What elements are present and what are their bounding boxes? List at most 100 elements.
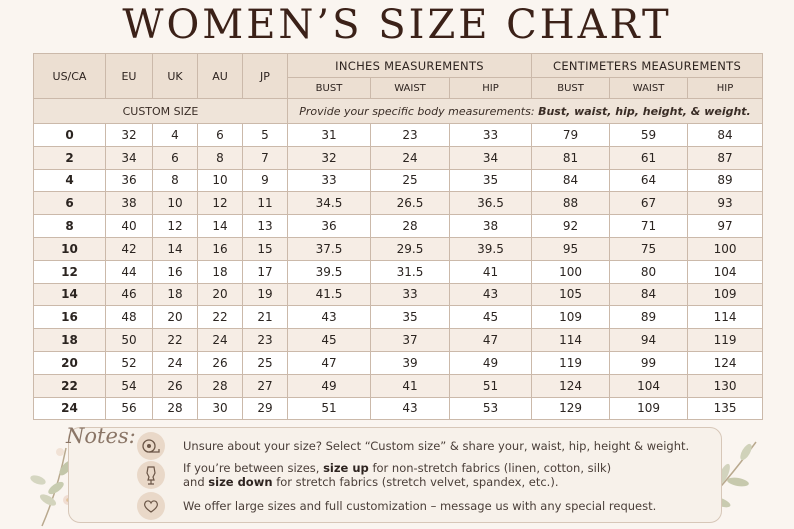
cell-uk: 4	[152, 123, 198, 147]
note-text-customization: We offer large sizes and full customizat…	[183, 499, 657, 513]
cell-cm-bust: 119	[531, 350, 611, 375]
cell-eu: 50	[105, 328, 153, 352]
cell-cm-waist: 94	[609, 328, 689, 352]
table-row: 6 38 10 12 11 34.5 26.5 36.5 88 67 93	[33, 191, 764, 216]
table-row: 18 50 22 24 23 45 37 47 114 94 119	[33, 328, 764, 352]
cell-uk: 8	[152, 168, 198, 193]
cell-in-bust: 31	[287, 123, 371, 147]
cell-in-bust: 49	[287, 373, 371, 398]
cell-cm-bust: 81	[531, 145, 611, 170]
cell-eu: 32	[105, 123, 153, 147]
header-jp: JP	[242, 53, 288, 99]
cell-in-hip: 36.5	[448, 191, 533, 216]
note-text-unsure: Unsure about your size? Select “Custom s…	[183, 439, 690, 453]
cell-cm-bust: 92	[531, 214, 611, 238]
cell-cm-bust: 105	[531, 282, 611, 307]
cell-au: 10	[197, 168, 243, 193]
cell-au: 24	[197, 328, 243, 352]
cell-cm-hip: 124	[687, 350, 764, 375]
cell-cm-waist: 75	[609, 236, 689, 261]
cell-eu: 38	[105, 191, 153, 216]
cell-in-hip: 38	[448, 214, 533, 238]
custom-size-row: CUSTOM SIZE Provide your specific body m…	[33, 98, 764, 124]
cell-in-bust: 43	[287, 305, 371, 330]
custom-size-note: Provide your specific body measurements:…	[286, 98, 764, 124]
cell-in-waist: 33	[370, 282, 450, 307]
cell-cm-hip: 104	[687, 259, 764, 284]
cell-cm-waist: 64	[609, 168, 689, 193]
cell-eu: 44	[105, 259, 153, 284]
cell-in-hip: 35	[448, 168, 533, 193]
table-row: 0 32 4 6 5 31 23 33 79 59 84	[33, 123, 764, 147]
cell-in-waist: 28	[370, 214, 450, 238]
cell-cm-waist: 84	[609, 282, 689, 307]
cell-in-bust: 32	[287, 145, 371, 170]
note-item-customization: We offer large sizes and full customizat…	[137, 492, 656, 520]
cell-jp: 29	[242, 396, 288, 421]
header-inches: INCHES MEASUREMENTS	[286, 53, 533, 78]
cell-us: 20	[33, 350, 106, 375]
cell-in-hip: 45	[448, 305, 533, 330]
cell-uk: 6	[152, 145, 198, 170]
cell-cm-waist: 61	[609, 145, 689, 170]
table-row: 14 46 18 20 19 41.5 33 43 105 84 109	[33, 282, 764, 307]
cell-eu: 36	[105, 168, 153, 193]
cell-au: 12	[197, 191, 243, 216]
note2-part-a: If you’re between sizes,	[183, 461, 320, 475]
notes-box	[68, 427, 722, 523]
cell-in-bust: 34.5	[287, 191, 371, 216]
cell-in-hip: 33	[448, 123, 533, 147]
cell-in-waist: 23	[370, 123, 450, 147]
cell-in-bust: 37.5	[287, 236, 371, 261]
dress-form-icon	[137, 461, 165, 489]
header-cm-bust: BUST	[531, 77, 611, 99]
cell-au: 30	[197, 396, 243, 421]
cell-eu: 40	[105, 214, 153, 238]
table-row: 20 52 24 26 25 47 39 49 119 99 124	[33, 350, 764, 375]
cell-in-waist: 35	[370, 305, 450, 330]
cell-uk: 12	[152, 214, 198, 238]
cell-in-hip: 43	[448, 282, 533, 307]
cell-cm-hip: 119	[687, 328, 764, 352]
cell-cm-hip: 89	[687, 168, 764, 193]
table-row: 12 44 16 18 17 39.5 31.5 41 100 80 104	[33, 259, 764, 284]
cell-au: 6	[197, 123, 243, 147]
cell-jp: 11	[242, 191, 288, 216]
cell-us: 12	[33, 259, 106, 284]
cell-cm-waist: 71	[609, 214, 689, 238]
cell-in-bust: 41.5	[287, 282, 371, 307]
table-row: 4 36 8 10 9 33 25 35 84 64 89	[33, 168, 764, 193]
cell-cm-bust: 95	[531, 236, 611, 261]
cell-au: 14	[197, 214, 243, 238]
cell-us: 16	[33, 305, 106, 330]
table-row: 24 56 28 30 29 51 43 53 129 109 135	[33, 396, 764, 421]
header-us-ca: US/CA	[33, 53, 106, 99]
cell-in-hip: 51	[448, 373, 533, 398]
cell-in-hip: 53	[448, 396, 533, 421]
cell-cm-waist: 99	[609, 350, 689, 375]
header-in-hip: HIP	[448, 77, 533, 99]
cell-cm-hip: 109	[687, 282, 764, 307]
cell-us: 14	[33, 282, 106, 307]
note2-part-c: for non-stretch fabrics (linen, cotton, …	[372, 461, 612, 475]
cell-in-bust: 47	[287, 350, 371, 375]
cell-au: 22	[197, 305, 243, 330]
cell-eu: 54	[105, 373, 153, 398]
cell-in-waist: 31.5	[370, 259, 450, 284]
cell-au: 18	[197, 259, 243, 284]
cell-cm-bust: 124	[531, 373, 611, 398]
cell-uk: 22	[152, 328, 198, 352]
cell-jp: 27	[242, 373, 288, 398]
table-row: 8 40 12 14 13 36 28 38 92 71 97	[33, 214, 764, 238]
cell-jp: 19	[242, 282, 288, 307]
cell-eu: 46	[105, 282, 153, 307]
cell-us: 10	[33, 236, 106, 261]
cell-cm-hip: 100	[687, 236, 764, 261]
cell-jp: 5	[242, 123, 288, 147]
cell-uk: 24	[152, 350, 198, 375]
measuring-tape-icon	[137, 432, 165, 460]
cell-cm-waist: 104	[609, 373, 689, 398]
table-row: 16 48 20 22 21 43 35 45 109 89 114	[33, 305, 764, 330]
cell-us: 0	[33, 123, 106, 147]
custom-size-label: CUSTOM SIZE	[33, 98, 288, 124]
